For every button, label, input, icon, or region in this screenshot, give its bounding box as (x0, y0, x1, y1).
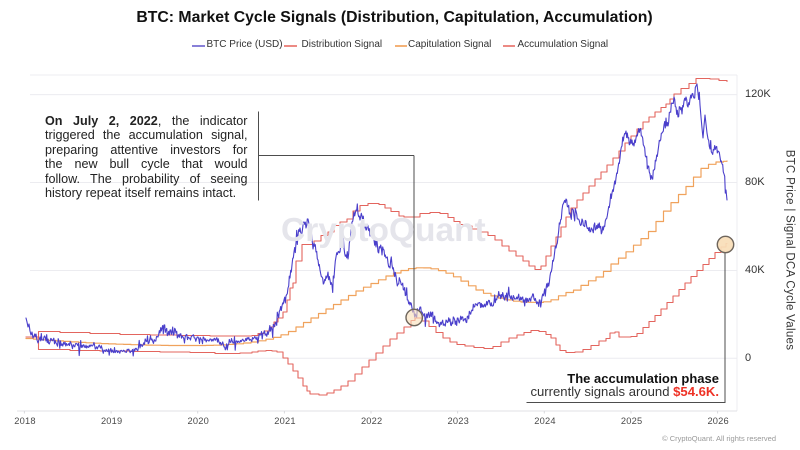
svg-text:BTC Price | Signal DCA Cycle V: BTC Price | Signal DCA Cycle Values (784, 150, 796, 351)
